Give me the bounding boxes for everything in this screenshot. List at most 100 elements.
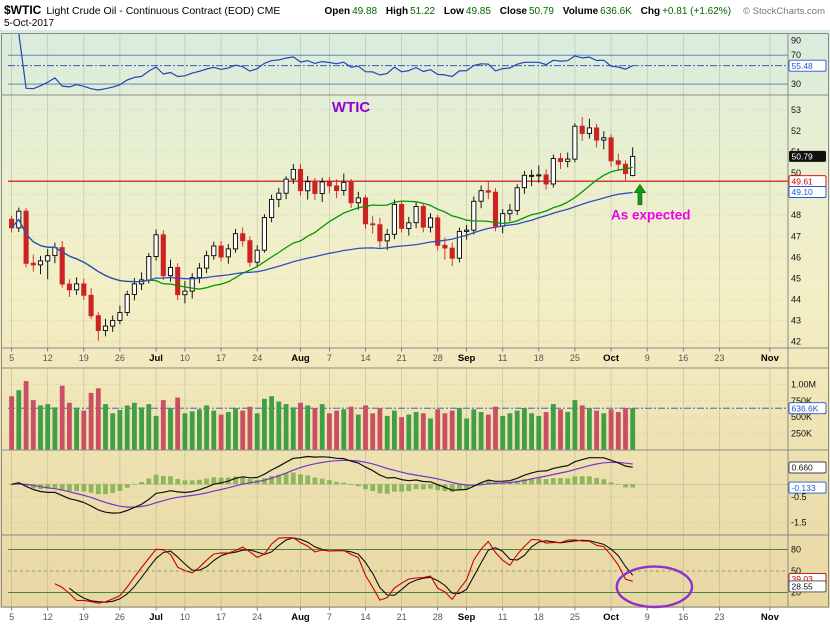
annotation-as-expected: As expected	[611, 207, 691, 222]
svg-text:50: 50	[791, 168, 801, 178]
annotation-ellipse	[615, 565, 694, 609]
svg-text:Sep: Sep	[458, 353, 476, 364]
svg-text:80: 80	[791, 544, 801, 554]
svg-text:500K: 500K	[791, 412, 812, 422]
price-gridlines	[8, 109, 788, 343]
svg-text:70: 70	[791, 50, 801, 60]
svg-text:17: 17	[216, 612, 226, 622]
svg-text:45: 45	[791, 273, 801, 283]
rsi-line	[18, 33, 633, 91]
chart-date: 5-Oct-2017	[4, 18, 55, 29]
svg-text:0.660: 0.660	[792, 463, 814, 473]
ticker-symbol: $WTIC	[4, 3, 42, 17]
svg-text:250K: 250K	[791, 429, 812, 439]
svg-text:Oct: Oct	[603, 612, 620, 623]
badge-price-49.10: 49.10	[788, 186, 827, 198]
svg-text:50.79: 50.79	[792, 152, 814, 162]
svg-text:11: 11	[498, 612, 507, 622]
stoch-k-line	[54, 537, 633, 604]
volume-gridlines	[8, 384, 788, 434]
svg-text:11: 11	[498, 353, 507, 363]
panel-borders	[1, 33, 829, 608]
svg-text:750K: 750K	[791, 396, 812, 406]
svg-text:18: 18	[534, 353, 544, 363]
svg-text:50: 50	[791, 566, 801, 576]
copyright-notice: © StockCharts.com	[743, 6, 825, 17]
badge-macd-0.660: 0.660	[788, 461, 827, 474]
change-value: +0.81 (+1.62%)	[662, 6, 732, 17]
svg-text:7: 7	[327, 353, 332, 363]
svg-text:23: 23	[714, 612, 724, 622]
svg-text:Jul: Jul	[149, 612, 163, 623]
svg-text:14: 14	[360, 353, 370, 363]
quote-summary: Open 49.88 High 51.22 Low 49.85 Close 50.79 …	[319, 6, 732, 17]
close-value: 50.79	[528, 6, 554, 17]
svg-text:47: 47	[791, 231, 801, 241]
svg-text:25: 25	[570, 353, 580, 363]
svg-text:16: 16	[678, 353, 688, 363]
volume-label: Volume	[562, 6, 599, 17]
svg-text:-0.5: -0.5	[791, 492, 807, 502]
open-value: 49.88	[352, 6, 378, 17]
svg-text:9: 9	[645, 612, 650, 622]
svg-text:90: 90	[791, 36, 801, 46]
low-label: Low	[443, 6, 464, 17]
svg-text:Aug: Aug	[291, 612, 310, 623]
svg-text:24: 24	[252, 612, 262, 622]
svg-text:9: 9	[645, 353, 650, 363]
svg-text:-1.5: -1.5	[791, 517, 807, 527]
svg-text:12: 12	[43, 353, 53, 363]
svg-text:21: 21	[397, 353, 407, 363]
high-value: 51.22	[410, 6, 436, 17]
badge-rsi-value: 55.48	[788, 59, 827, 72]
svg-text:10: 10	[180, 612, 190, 622]
svg-text:19: 19	[79, 353, 89, 363]
svg-text:44: 44	[791, 295, 801, 305]
date-row: 5-Oct-2017	[4, 18, 825, 29]
svg-text:23: 23	[714, 353, 724, 363]
svg-text:Aug: Aug	[291, 353, 310, 364]
volume-value: 636.6K	[600, 6, 632, 17]
svg-text:5: 5	[9, 612, 14, 622]
svg-text:-0.133: -0.133	[792, 483, 816, 493]
badge-price-49.61: 49.61	[788, 175, 827, 188]
axis-tick-marks	[11, 348, 771, 611]
svg-text:30: 30	[791, 79, 801, 89]
svg-text:52: 52	[791, 126, 801, 136]
close-label: Close	[499, 6, 527, 17]
svg-text:Oct: Oct	[603, 353, 620, 364]
svg-text:636.6K: 636.6K	[792, 403, 819, 413]
change-label: Chg	[640, 6, 661, 17]
header-row: $WTIC Light Crude Oil - Continuous Contr…	[4, 3, 825, 17]
svg-text:Nov: Nov	[761, 612, 780, 623]
svg-text:49.10: 49.10	[792, 187, 814, 197]
svg-text:53: 53	[791, 105, 801, 115]
svg-text:21: 21	[397, 612, 407, 622]
svg-text:20: 20	[791, 588, 801, 598]
svg-text:Jul: Jul	[149, 353, 163, 364]
svg-text:5: 5	[9, 353, 14, 363]
sma50-line	[11, 191, 633, 283]
svg-text:48: 48	[791, 210, 801, 220]
svg-text:12: 12	[43, 612, 53, 622]
low-value: 49.85	[465, 6, 491, 17]
chart-header: $WTIC Light Crude Oil - Continuous Contr…	[0, 0, 830, 30]
macd-signal-line	[11, 459, 633, 508]
badge-stoch-28.55: 28.55	[788, 580, 827, 593]
right-axis-labels: 9070305352515049484746454443421.00M750K5…	[791, 36, 816, 598]
macd-gridlines	[8, 496, 788, 523]
svg-text:49.61: 49.61	[792, 176, 814, 186]
price-candles	[9, 117, 636, 341]
svg-text:14: 14	[360, 612, 370, 622]
svg-text:46: 46	[791, 252, 801, 262]
svg-text:25: 25	[570, 612, 580, 622]
volume-bars	[9, 381, 636, 450]
svg-text:39.03: 39.03	[792, 574, 814, 584]
svg-text:28: 28	[433, 612, 443, 622]
svg-text:28: 28	[433, 353, 443, 363]
svg-text:42: 42	[791, 337, 801, 347]
x-axis-labels-bottom: 5 12 19 26 Jul 10 17 24 Aug 7 14 21 28 Sep 11 18 25 Oct 9 1…	[9, 612, 779, 623]
annotation-wtic: WTIC	[332, 99, 370, 116]
svg-text:55.48: 55.48	[792, 61, 814, 71]
